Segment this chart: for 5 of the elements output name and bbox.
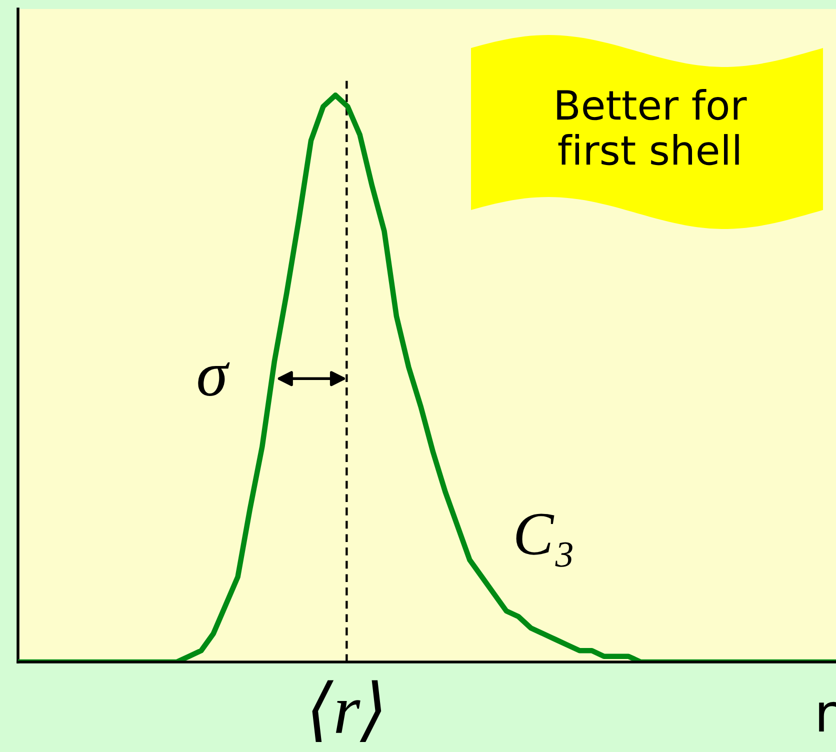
text: ⟨r⟩ [312,680,382,742]
series-label: C₃ [516,514,572,567]
x-axis-title: r [819,702,836,732]
annotation: Better for first shell [557,88,747,166]
annotation: σ [198,362,230,396]
